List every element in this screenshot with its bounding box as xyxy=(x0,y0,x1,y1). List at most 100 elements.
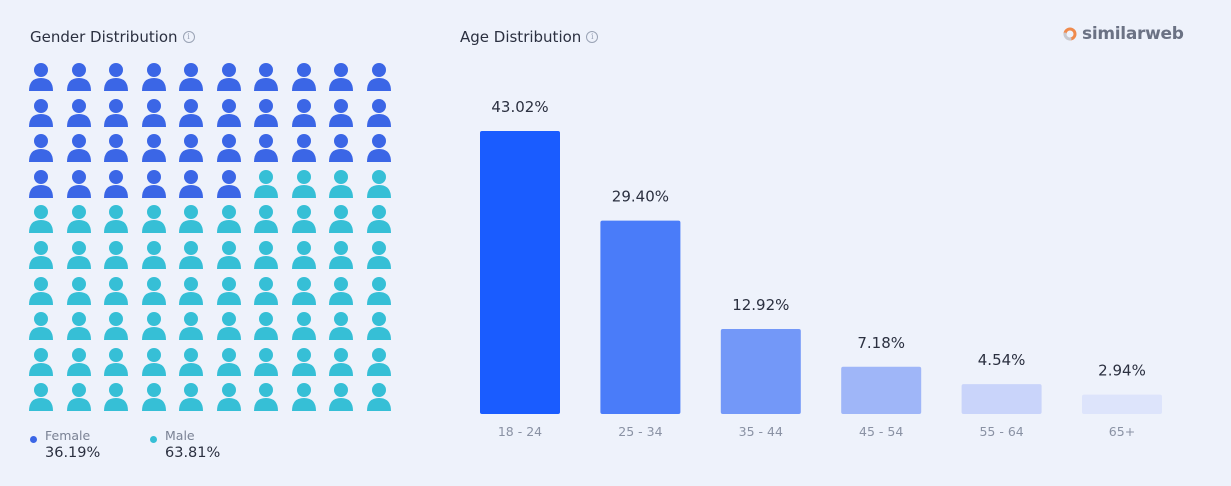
person-icon-male xyxy=(141,383,166,412)
person-icon-male xyxy=(216,205,241,234)
person-icon-male xyxy=(291,383,316,412)
person-icon-male xyxy=(179,241,203,269)
person-icon-female xyxy=(179,98,203,127)
person-icon-male xyxy=(291,169,316,198)
person-icon-female xyxy=(291,134,316,163)
person-icon-male xyxy=(104,383,128,412)
female-dot xyxy=(30,436,37,443)
person-icon-female xyxy=(291,63,316,91)
person-icon-male xyxy=(179,312,203,341)
person-icon-male xyxy=(104,205,128,234)
person-icon-male xyxy=(66,241,91,269)
person-icon-female xyxy=(329,63,353,91)
bar-value-label: 4.54% xyxy=(978,351,1026,369)
person-icon-female xyxy=(104,63,128,91)
person-icon-female xyxy=(179,134,203,163)
person-icon-male xyxy=(141,347,166,376)
bar-65plus[interactable] xyxy=(1082,394,1162,414)
person-icon-female xyxy=(366,63,391,91)
person-icon-female xyxy=(66,169,91,198)
person-icon-female xyxy=(254,134,278,163)
person-icon-female xyxy=(141,169,166,198)
bar-value-label: 29.40% xyxy=(612,188,669,206)
person-icon-female xyxy=(29,63,53,91)
gender-waffle-grid xyxy=(28,62,394,418)
person-icon-male xyxy=(329,312,353,341)
person-icon-male xyxy=(179,383,203,412)
bar-value-label: 7.18% xyxy=(857,334,905,352)
gender-title-text: Gender Distribution xyxy=(30,28,178,46)
person-icon-female xyxy=(216,98,241,127)
person-icon-male xyxy=(366,312,391,341)
age-distribution-chart: 43.02% 18 - 24 29.40% 25 - 34 12.92% 35 - 44 7… xyxy=(480,98,1162,439)
person-icon-female xyxy=(141,63,166,91)
bar-value-label: 12.92% xyxy=(732,296,789,314)
person-icon-female xyxy=(179,63,203,91)
person-icon-male xyxy=(66,312,91,341)
legend-female-value: 36.19% xyxy=(45,445,101,461)
person-icon-male xyxy=(254,276,278,305)
person-icon-male xyxy=(66,205,91,234)
person-icon-male xyxy=(366,276,391,305)
person-icon-male xyxy=(329,205,353,234)
person-icon-female xyxy=(141,134,166,163)
bar-55-64[interactable] xyxy=(961,384,1042,414)
person-icon-male xyxy=(104,241,128,269)
person-icon-male xyxy=(66,383,91,412)
bar-35-44[interactable] xyxy=(720,329,801,414)
person-icon-female xyxy=(329,134,353,163)
person-icon-male xyxy=(291,276,316,305)
person-icon-female xyxy=(216,63,241,91)
person-icon-male xyxy=(179,347,203,376)
person-icon-female xyxy=(291,98,316,127)
person-icon-male xyxy=(216,383,241,412)
bar-18-24[interactable] xyxy=(480,131,560,414)
person-icon-male xyxy=(254,347,278,376)
person-icon-male xyxy=(291,347,316,376)
legend-male-value: 63.81% xyxy=(165,445,221,461)
person-icon-male xyxy=(254,383,278,412)
person-icon-male xyxy=(216,312,241,341)
bar-value-label: 2.94% xyxy=(1098,362,1146,380)
person-icon-female xyxy=(104,98,128,127)
person-icon-male xyxy=(291,312,316,341)
similarweb-logo-icon xyxy=(1063,27,1077,41)
brand-name: similarweb xyxy=(1082,24,1184,44)
info-icon[interactable]: i xyxy=(586,31,599,43)
person-icon-male xyxy=(254,241,278,269)
gender-distribution-title: Gender Distribution i xyxy=(30,28,195,46)
person-icon-female xyxy=(29,98,53,127)
person-icon-male xyxy=(29,312,53,341)
person-icon-male xyxy=(366,241,391,269)
person-icon-male xyxy=(66,276,91,305)
x-tick-label: 25 - 34 xyxy=(618,424,662,439)
person-icon-female xyxy=(366,98,391,127)
person-icon-male xyxy=(66,347,91,376)
person-icon-female xyxy=(216,169,241,198)
x-tick-label: 65+ xyxy=(1109,424,1135,439)
person-icon-female xyxy=(104,134,128,163)
person-icon-male xyxy=(104,347,128,376)
person-icon-female xyxy=(29,134,53,163)
person-icon-female xyxy=(66,63,91,91)
x-tick-label: 55 - 64 xyxy=(979,424,1023,439)
person-icon-male xyxy=(291,241,316,269)
info-icon[interactable]: i xyxy=(182,31,195,43)
person-icon-male xyxy=(329,276,353,305)
person-icon-male xyxy=(329,383,353,412)
legend-female-label: Female xyxy=(45,428,91,443)
person-icon-male xyxy=(179,205,203,234)
legend-male-label: Male xyxy=(165,428,195,443)
person-icon-female xyxy=(66,134,91,163)
person-icon-male xyxy=(29,205,53,234)
person-icon-male xyxy=(29,383,53,412)
bar-45-54[interactable] xyxy=(841,366,922,414)
person-icon-male xyxy=(216,241,241,269)
x-tick-label: 18 - 24 xyxy=(498,424,542,439)
bar-25-34[interactable] xyxy=(600,220,681,414)
person-icon-male xyxy=(329,169,353,198)
x-tick-label: 35 - 44 xyxy=(739,424,783,439)
person-icon-female xyxy=(141,98,166,127)
person-icon-male xyxy=(254,169,278,198)
age-distribution-title: Age Distribution i xyxy=(460,28,599,46)
